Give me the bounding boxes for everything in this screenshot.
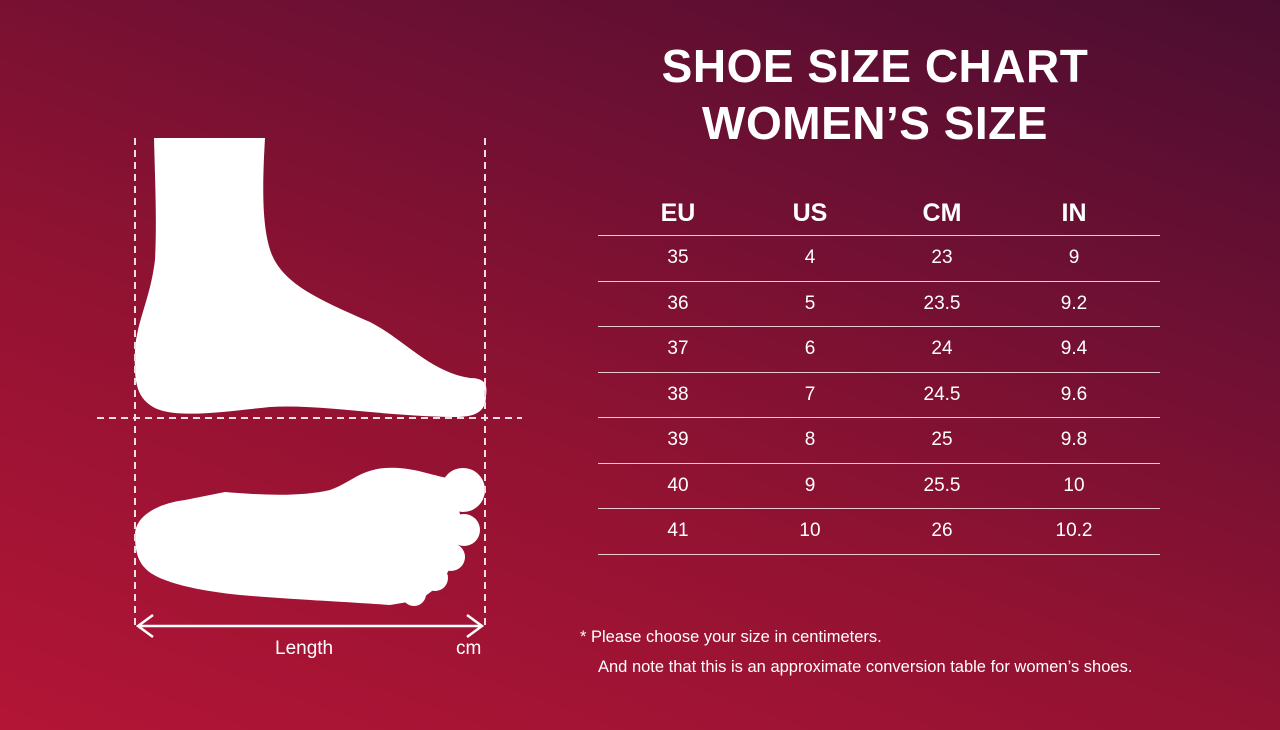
note-line-2: And note that this is an approximate con…	[598, 658, 1133, 676]
unit-label: cm	[456, 638, 482, 659]
header-cm: CM	[922, 199, 962, 227]
cell-us: 10	[799, 520, 821, 542]
cell-eu: 40	[667, 474, 689, 496]
cell-in: 10	[1063, 474, 1085, 496]
cell-cm: 26	[931, 520, 953, 542]
table-row: 38 7 24.5 9.6	[598, 373, 1160, 418]
cell-cm: 25	[931, 429, 953, 451]
cell-eu: 39	[667, 429, 689, 451]
header-in: IN	[1061, 199, 1087, 227]
chart-title: SHOE SIZE CHART	[661, 40, 1089, 92]
table-header: EU US CM IN	[598, 195, 1160, 236]
cell-in: 9.8	[1060, 429, 1088, 451]
cell-in: 9	[1068, 247, 1080, 269]
cell-us: 7	[804, 383, 816, 405]
cell-eu: 36	[667, 292, 689, 314]
cell-us: 8	[804, 429, 816, 451]
cell-us: 6	[804, 338, 816, 360]
cell-in: 9.6	[1060, 383, 1088, 405]
table-row: 37 6 24 9.4	[598, 327, 1160, 373]
table-row: 39 8 25 9.8	[598, 418, 1160, 464]
length-arrow-icon	[135, 613, 485, 639]
chart-subtitle: WOMEN’S SIZE	[702, 97, 1048, 149]
cell-in: 9.4	[1060, 338, 1088, 360]
cell-cm: 23.5	[923, 292, 961, 314]
table-row: 41 10 26 10.2	[598, 509, 1160, 555]
note-line-1: * Please choose your size in centimeters…	[580, 628, 882, 646]
foot-side-view-icon	[134, 138, 487, 417]
table-row: 35 4 23 9	[598, 236, 1160, 282]
cell-cm: 23	[931, 247, 953, 269]
table-row: 40 9 25.5 10	[598, 464, 1160, 509]
size-table: EU US CM IN 35 4 23 9 36 5 23.5 9.2 37 6 24 9.4 38 7 2…	[598, 195, 1160, 555]
length-label: Length	[275, 638, 334, 659]
header-us: US	[792, 199, 828, 227]
table-row: 36 5 23.5 9.2	[598, 282, 1160, 327]
cell-eu: 37	[667, 338, 689, 360]
cell-eu: 35	[667, 247, 689, 269]
cell-eu: 38	[667, 383, 689, 405]
cell-in: 9.2	[1060, 292, 1088, 314]
cell-us: 9	[804, 474, 816, 496]
cell-us: 5	[804, 292, 816, 314]
cell-cm: 24.5	[923, 383, 961, 405]
cell-eu: 41	[667, 520, 689, 542]
cell-in: 10.2	[1055, 520, 1093, 542]
cell-us: 4	[804, 247, 816, 269]
foot-sole-view-icon	[135, 467, 485, 606]
header-eu: EU	[660, 199, 696, 227]
cell-cm: 25.5	[923, 474, 961, 496]
cell-cm: 24	[931, 338, 953, 360]
